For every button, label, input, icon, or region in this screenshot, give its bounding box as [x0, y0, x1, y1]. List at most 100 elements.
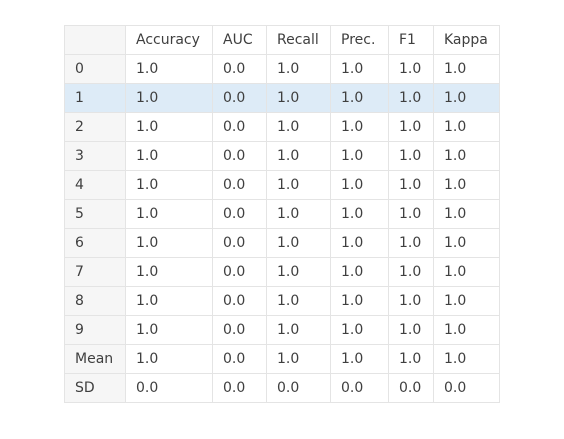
- cell-f1: 1.0: [388, 344, 434, 374]
- cell-f1: 1.0: [388, 315, 434, 345]
- cell-auc: 0.0: [212, 112, 267, 142]
- column-header-f1: F1: [388, 25, 434, 55]
- cell-accuracy: 1.0: [125, 54, 213, 84]
- cell-f1: 0.0: [388, 373, 434, 403]
- table-body: 0 1.0 0.0 1.0 1.0 1.0 1.0 1 1.0 0.0 1.0 1.0 1.0 1.0 2 1…: [64, 54, 500, 403]
- table-row[interactable]: 8 1.0 0.0 1.0 1.0 1.0 1.0: [64, 286, 500, 316]
- cell-precision: 1.0: [330, 315, 389, 345]
- row-label: 3: [64, 141, 126, 171]
- cell-recall: 1.0: [266, 344, 331, 374]
- cell-kappa: 1.0: [433, 170, 500, 200]
- cell-auc: 0.0: [212, 373, 267, 403]
- cell-f1: 1.0: [388, 141, 434, 171]
- cell-recall: 1.0: [266, 199, 331, 229]
- cell-auc: 0.0: [212, 315, 267, 345]
- cell-accuracy: 1.0: [125, 257, 213, 287]
- cell-f1: 1.0: [388, 286, 434, 316]
- cell-accuracy: 1.0: [125, 228, 213, 258]
- cell-accuracy: 1.0: [125, 112, 213, 142]
- cell-auc: 0.0: [212, 199, 267, 229]
- cell-kappa: 0.0: [433, 373, 500, 403]
- table-row[interactable]: Mean 1.0 0.0 1.0 1.0 1.0 1.0: [64, 344, 500, 374]
- cell-precision: 1.0: [330, 199, 389, 229]
- cell-recall: 1.0: [266, 83, 331, 113]
- cell-recall: 1.0: [266, 228, 331, 258]
- row-label: 2: [64, 112, 126, 142]
- cell-precision: 1.0: [330, 141, 389, 171]
- cell-kappa: 1.0: [433, 286, 500, 316]
- cell-accuracy: 1.0: [125, 286, 213, 316]
- cell-accuracy: 0.0: [125, 373, 213, 403]
- cell-precision: 1.0: [330, 83, 389, 113]
- cell-recall: 1.0: [266, 112, 331, 142]
- row-label: 4: [64, 170, 126, 200]
- cell-f1: 1.0: [388, 199, 434, 229]
- header-row: Accuracy AUC Recall Prec. F1 Kappa: [64, 25, 500, 55]
- table-row[interactable]: 7 1.0 0.0 1.0 1.0 1.0 1.0: [64, 257, 500, 287]
- cell-kappa: 1.0: [433, 199, 500, 229]
- column-header-precision: Prec.: [330, 25, 389, 55]
- cell-recall: 0.0: [266, 373, 331, 403]
- cell-kappa: 1.0: [433, 315, 500, 345]
- cell-kappa: 1.0: [433, 344, 500, 374]
- cell-precision: 1.0: [330, 286, 389, 316]
- cell-kappa: 1.0: [433, 228, 500, 258]
- results-table: Accuracy AUC Recall Prec. F1 Kappa 0 1.0 0…: [64, 25, 500, 403]
- cell-accuracy: 1.0: [125, 344, 213, 374]
- row-label: 1: [64, 83, 126, 113]
- cell-accuracy: 1.0: [125, 170, 213, 200]
- cell-accuracy: 1.0: [125, 83, 213, 113]
- cell-accuracy: 1.0: [125, 315, 213, 345]
- row-label: 8: [64, 286, 126, 316]
- cell-accuracy: 1.0: [125, 141, 213, 171]
- cell-auc: 0.0: [212, 83, 267, 113]
- column-header-auc: AUC: [212, 25, 267, 55]
- cell-auc: 0.0: [212, 54, 267, 84]
- cell-kappa: 1.0: [433, 141, 500, 171]
- cell-auc: 0.0: [212, 344, 267, 374]
- cell-precision: 1.0: [330, 112, 389, 142]
- table-row[interactable]: 5 1.0 0.0 1.0 1.0 1.0 1.0: [64, 199, 500, 229]
- cell-precision: 1.0: [330, 344, 389, 374]
- table-header: Accuracy AUC Recall Prec. F1 Kappa: [64, 25, 500, 55]
- table-row[interactable]: 3 1.0 0.0 1.0 1.0 1.0 1.0: [64, 141, 500, 171]
- cell-recall: 1.0: [266, 54, 331, 84]
- column-header-accuracy: Accuracy: [125, 25, 213, 55]
- row-label: Mean: [64, 344, 126, 374]
- corner-cell: [64, 25, 126, 55]
- cell-f1: 1.0: [388, 54, 434, 84]
- table-row[interactable]: 0 1.0 0.0 1.0 1.0 1.0 1.0: [64, 54, 500, 84]
- table-row[interactable]: 6 1.0 0.0 1.0 1.0 1.0 1.0: [64, 228, 500, 258]
- cell-accuracy: 1.0: [125, 199, 213, 229]
- cell-precision: 1.0: [330, 228, 389, 258]
- cell-auc: 0.0: [212, 257, 267, 287]
- cell-precision: 0.0: [330, 373, 389, 403]
- cell-auc: 0.0: [212, 228, 267, 258]
- row-label: 9: [64, 315, 126, 345]
- table-row[interactable]: 2 1.0 0.0 1.0 1.0 1.0 1.0: [64, 112, 500, 142]
- cell-precision: 1.0: [330, 54, 389, 84]
- cell-recall: 1.0: [266, 286, 331, 316]
- column-header-recall: Recall: [266, 25, 331, 55]
- cell-kappa: 1.0: [433, 112, 500, 142]
- table-row[interactable]: 4 1.0 0.0 1.0 1.0 1.0 1.0: [64, 170, 500, 200]
- cell-auc: 0.0: [212, 170, 267, 200]
- cell-kappa: 1.0: [433, 83, 500, 113]
- cell-precision: 1.0: [330, 257, 389, 287]
- row-label: 6: [64, 228, 126, 258]
- row-label: 7: [64, 257, 126, 287]
- row-label: 0: [64, 54, 126, 84]
- cell-kappa: 1.0: [433, 257, 500, 287]
- cell-precision: 1.0: [330, 170, 389, 200]
- cell-recall: 1.0: [266, 315, 331, 345]
- cell-f1: 1.0: [388, 257, 434, 287]
- table-row[interactable]: 1 1.0 0.0 1.0 1.0 1.0 1.0: [64, 83, 500, 113]
- row-label: 5: [64, 199, 126, 229]
- cell-recall: 1.0: [266, 257, 331, 287]
- cell-recall: 1.0: [266, 170, 331, 200]
- cell-recall: 1.0: [266, 141, 331, 171]
- table-row[interactable]: 9 1.0 0.0 1.0 1.0 1.0 1.0: [64, 315, 500, 345]
- cell-auc: 0.0: [212, 286, 267, 316]
- cell-f1: 1.0: [388, 228, 434, 258]
- table-row[interactable]: SD 0.0 0.0 0.0 0.0 0.0 0.0: [64, 373, 500, 403]
